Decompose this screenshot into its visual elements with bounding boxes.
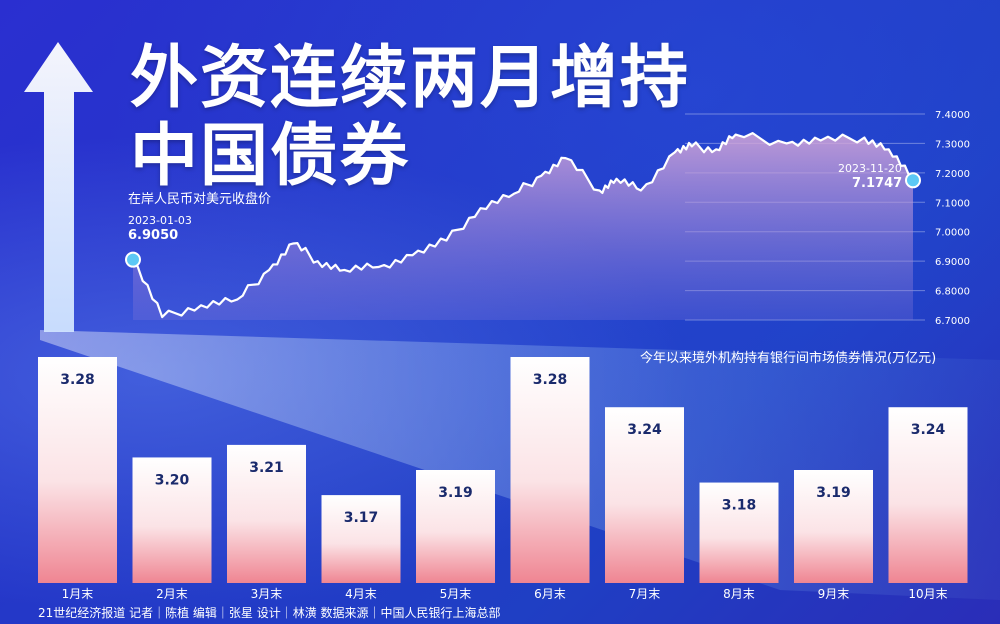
y-tick-label: 7.1000 bbox=[935, 198, 970, 209]
bar-category-label: 7月末 bbox=[629, 587, 661, 601]
bar-category-label: 4月末 bbox=[345, 587, 377, 601]
y-tick-label: 7.0000 bbox=[935, 228, 970, 239]
bar-category-label: 3月末 bbox=[251, 587, 283, 601]
line-chart-label: 在岸人民币对美元收盘价 bbox=[128, 192, 272, 207]
end-date-label: 2023-11-20 bbox=[838, 162, 902, 175]
bar bbox=[794, 470, 873, 583]
up-arrow-icon bbox=[24, 42, 93, 332]
line-chart-area bbox=[133, 133, 913, 320]
end-point-marker bbox=[905, 172, 921, 189]
bar-category-label: 6月末 bbox=[534, 587, 566, 601]
bar-value-label: 3.28 bbox=[60, 372, 95, 388]
y-tick-label: 6.9000 bbox=[935, 257, 970, 268]
bar bbox=[132, 457, 212, 583]
y-tick-label: 7.2000 bbox=[935, 169, 970, 180]
y-tick-label: 7.3000 bbox=[935, 139, 970, 150]
headline-line-2: 中国债券 bbox=[130, 117, 411, 196]
headline-line-1: 外资连续两月增持 bbox=[130, 39, 691, 118]
bar-value-label: 3.21 bbox=[249, 460, 284, 476]
bar-value-label: 3.17 bbox=[344, 510, 379, 526]
exchange-rate-line bbox=[132, 132, 914, 319]
bar-value-label: 3.20 bbox=[155, 472, 190, 488]
bar-category-label: 8月末 bbox=[723, 587, 755, 601]
start-date-label: 2023-01-03 bbox=[128, 214, 192, 227]
bar-category-label: 5月末 bbox=[440, 587, 472, 601]
bar-value-label: 3.24 bbox=[627, 422, 662, 438]
line-chart-y-ticks: 6.7000 6.8000 6.9000 7.0000 7.1000 7.2000 7.30… bbox=[935, 110, 970, 327]
bar-value-label: 3.19 bbox=[438, 485, 473, 501]
bar-category-label: 2月末 bbox=[156, 587, 188, 601]
bar-value-label: 3.28 bbox=[533, 372, 568, 388]
bar-category-label: 10月末 bbox=[908, 587, 947, 601]
line-area-fill bbox=[133, 133, 913, 320]
footer-credits: 21世纪经济报道 记者｜陈植 编辑｜张星 设计｜林潢 数据来源｜中国人民银行上海… bbox=[38, 606, 501, 620]
line-chart-markers bbox=[125, 172, 921, 268]
start-point-marker bbox=[125, 251, 141, 268]
end-value-label: 7.1747 bbox=[852, 176, 903, 191]
bar-value-label: 3.24 bbox=[911, 422, 946, 438]
bar-category-label: 9月末 bbox=[818, 587, 850, 601]
bar-chart: 3.28 1月末 3.20 2月末 3.21 3月末 3.17 4月末 3.19 5月末 3.28 6… bbox=[38, 357, 968, 601]
bar-category-label: 1月末 bbox=[62, 587, 94, 601]
bar bbox=[416, 470, 495, 583]
bar-chart-label: 今年以来境外机构持有银行间市场债券情况(万亿元) bbox=[640, 351, 937, 366]
bar bbox=[321, 495, 401, 583]
line-chart-series bbox=[132, 132, 914, 319]
y-tick-label: 7.4000 bbox=[935, 110, 970, 121]
bar-value-label: 3.19 bbox=[816, 485, 851, 501]
bar-value-label: 3.18 bbox=[722, 498, 757, 514]
bar bbox=[38, 357, 117, 583]
bar bbox=[605, 407, 684, 583]
bar bbox=[888, 407, 968, 583]
bar bbox=[227, 444, 306, 583]
bar bbox=[699, 482, 779, 583]
y-tick-label: 6.7000 bbox=[935, 316, 970, 327]
y-tick-label: 6.8000 bbox=[935, 287, 970, 298]
start-value-label: 6.9050 bbox=[128, 228, 179, 243]
bar bbox=[510, 357, 590, 583]
